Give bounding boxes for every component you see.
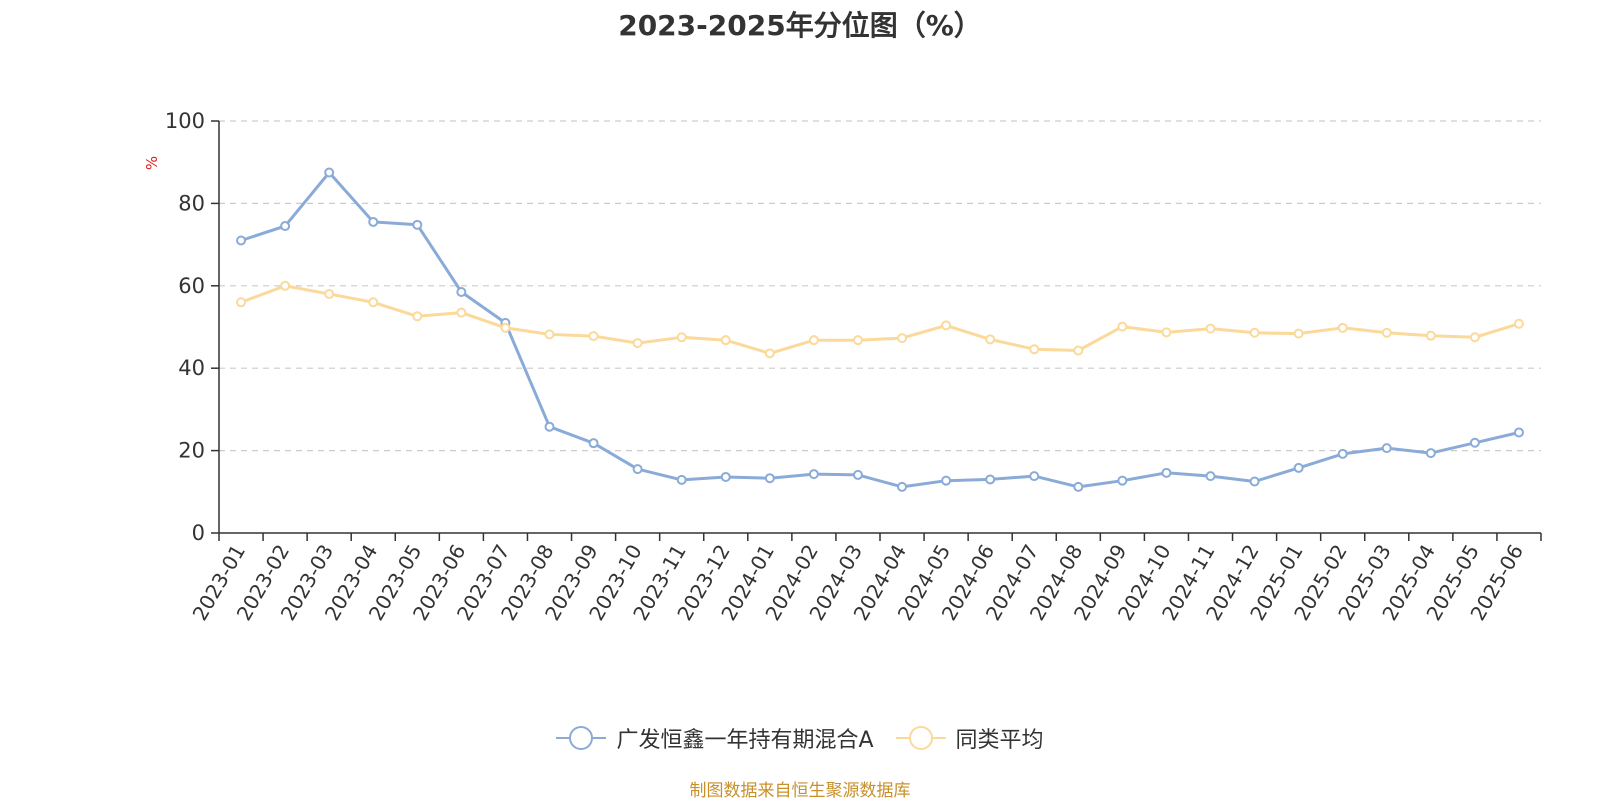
- series-0-point: [764, 473, 775, 484]
- series-0-point: [324, 167, 335, 178]
- series-1-point: [1117, 321, 1128, 332]
- series-1-point: [1161, 327, 1172, 338]
- series-1-point: [588, 331, 599, 342]
- series-0-point: [280, 221, 291, 232]
- series-1-point: [324, 289, 335, 300]
- series-0-point: [588, 438, 599, 449]
- y-tick-label: 0: [192, 521, 205, 545]
- series-0-point: [412, 219, 423, 230]
- y-tick-label: 60: [178, 274, 205, 298]
- series-1-point: [368, 297, 379, 308]
- y-axis-label: %: [143, 156, 161, 170]
- series-1-point: [720, 335, 731, 346]
- series-0-point: [1205, 471, 1216, 482]
- series-0-point: [720, 471, 731, 482]
- legend: 广发恒鑫一年持有期混合A 同类平均: [0, 722, 1600, 754]
- series-0-point: [1381, 443, 1392, 454]
- series-line-1: [240, 284, 1520, 355]
- series-1-point: [236, 297, 247, 308]
- series-0-point: [985, 474, 996, 485]
- y-tick-label: 40: [178, 356, 205, 380]
- series-0-point: [1161, 467, 1172, 478]
- series-1-point: [676, 332, 687, 343]
- series-1-point: [1073, 345, 1084, 356]
- series-0-point: [1073, 481, 1084, 492]
- legend-label: 广发恒鑫一年持有期混合A: [616, 728, 874, 753]
- series-1-point: [1205, 323, 1216, 334]
- series-1-point: [985, 334, 996, 345]
- y-tick-label: 80: [178, 191, 205, 215]
- series-0-point: [1469, 437, 1480, 448]
- series-0-point: [1029, 471, 1040, 482]
- legend-marker-icon: [895, 726, 946, 750]
- chart-title: 2023-2025年分位图（%）: [618, 9, 982, 42]
- series-1-point: [852, 335, 863, 346]
- series-1-point: [500, 322, 511, 333]
- series-0-point: [676, 474, 687, 485]
- series-1-point: [1469, 332, 1480, 343]
- series-0-point: [808, 469, 819, 480]
- series-1-point: [1381, 327, 1392, 338]
- series-1-point: [632, 338, 643, 349]
- series-0-point: [1293, 462, 1304, 473]
- series-0-point: [1249, 476, 1260, 487]
- y-tick-label: 100: [165, 109, 205, 133]
- axes: 0204060801002023-012023-022023-032023-04…: [165, 109, 1542, 625]
- series-1-point: [808, 335, 819, 346]
- legend-label: 同类平均: [955, 728, 1044, 753]
- series-0-point: [1117, 475, 1128, 486]
- series-1-point: [1337, 322, 1348, 333]
- series-0-point: [852, 469, 863, 480]
- series-1-point: [1293, 328, 1304, 339]
- series-line-0: [240, 171, 1520, 489]
- series-0-point: [368, 216, 379, 227]
- series-0-point: [1425, 448, 1436, 459]
- series-lines: [236, 167, 1524, 492]
- series-1-point: [280, 280, 291, 291]
- series-1-point: [412, 311, 423, 322]
- series-1-point: [897, 333, 908, 344]
- series-1-point: [1425, 330, 1436, 341]
- legend-marker-icon: [556, 726, 607, 750]
- source-note: 制图数据来自恒生聚源数据库: [689, 781, 911, 801]
- series-1-point: [1513, 318, 1524, 329]
- y-tick-label: 20: [178, 439, 205, 463]
- series-0-point: [941, 475, 952, 486]
- grid-lines: [219, 120, 1541, 452]
- series-0-point: [456, 286, 467, 297]
- series-1-point: [941, 320, 952, 331]
- series-0-point: [236, 235, 247, 246]
- series-1-point: [1029, 344, 1040, 355]
- legend-item-0[interactable]: 广发恒鑫一年持有期混合A: [556, 722, 874, 754]
- series-0-point: [897, 481, 908, 492]
- series-1-point: [544, 329, 555, 340]
- series-1-point: [1249, 327, 1260, 338]
- series-0-point: [632, 464, 643, 475]
- series-1-point: [764, 348, 775, 359]
- series-0-point: [1337, 448, 1348, 459]
- series-1-point: [456, 307, 467, 318]
- series-0-point: [544, 421, 555, 432]
- legend-item-1[interactable]: 同类平均: [895, 722, 1044, 754]
- series-0-point: [1513, 427, 1524, 438]
